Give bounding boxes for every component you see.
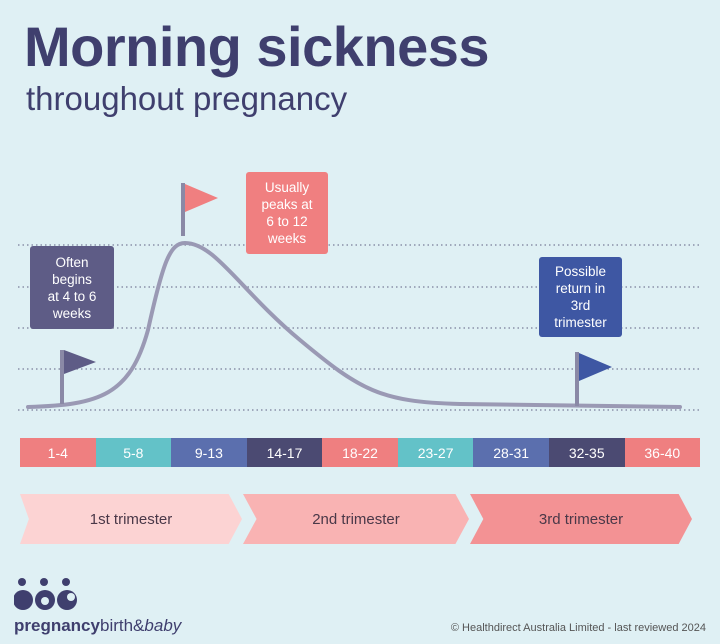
- trimester-3: 3rd trimester: [470, 494, 692, 544]
- flag-peak-icon: [181, 183, 218, 236]
- pregnancy-birth-baby-logo-icon: [14, 578, 77, 610]
- severity-curve: [26, 240, 682, 409]
- week-range-cell: 23-27: [397, 438, 474, 467]
- week-range-cell: 14-17: [246, 438, 323, 467]
- copyright: © Healthdirect Australia Limited - last …: [450, 622, 706, 634]
- week-ranges: 1-4 5-8 9-13 14-17 18-22 23-27 28-31 32-35 36-40: [20, 438, 701, 467]
- trimester-label: 1st trimester: [89, 510, 173, 528]
- trimester-2: 2nd trimester: [243, 494, 469, 544]
- callout-begins: Often begins at 4 to 6 weeks: [30, 246, 114, 329]
- week-range-cell: 1-4: [20, 438, 96, 467]
- flag-return-icon: [575, 352, 612, 406]
- flag-begins-icon: [60, 350, 96, 404]
- week-range-cell: 5-8: [95, 438, 172, 467]
- subtitle: throughout pregnancy: [26, 80, 348, 117]
- callout-peaks: Usually peaks at 6 to 12 weeks: [246, 172, 328, 254]
- week-range-cell: 18-22: [322, 438, 398, 467]
- title: Morning sickness: [24, 15, 490, 78]
- week-range-cell: 9-13: [171, 438, 247, 467]
- week-range-cell: 32-35: [548, 438, 625, 467]
- week-range-cell: 28-31: [473, 438, 549, 467]
- logo-text: pregnancybirth&baby: [14, 616, 182, 635]
- trimester-label: 2nd trimester: [312, 510, 400, 528]
- week-range-cell: 36-40: [624, 438, 701, 467]
- trimester-label: 3rd trimester: [538, 510, 624, 528]
- callout-return: Possible return in 3rd trimester: [539, 257, 622, 337]
- trimester-1: 1st trimester: [20, 494, 242, 544]
